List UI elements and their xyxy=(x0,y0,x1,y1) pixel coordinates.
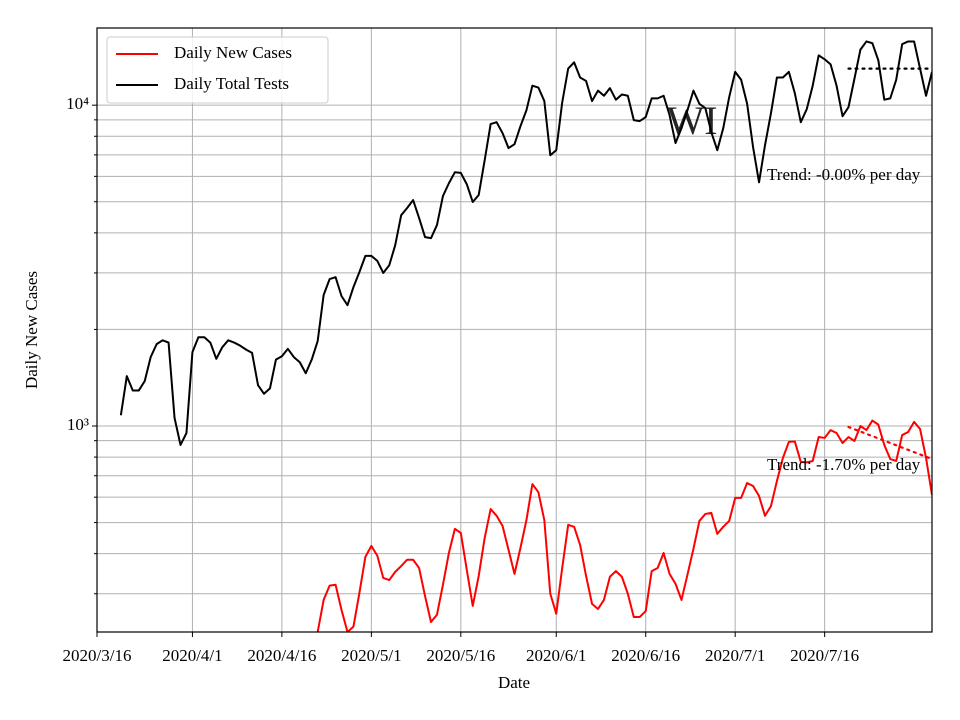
trend-label: Trend: -0.00% per day xyxy=(767,165,921,184)
plot-marks xyxy=(119,40,932,632)
x-tick-label: 2020/7/1 xyxy=(705,646,765,665)
x-tick-label: 2020/6/1 xyxy=(526,646,586,665)
x-tick-label: 2020/3/16 xyxy=(63,646,132,665)
series-line xyxy=(119,40,932,446)
trend-label: Trend: -1.70% per day xyxy=(767,455,921,474)
trend-line xyxy=(847,425,932,461)
legend-box xyxy=(106,36,329,104)
x-tick-label: 2020/6/16 xyxy=(611,646,680,665)
axes: 2020/3/16 2020/4/1 2020/4/16 2020/5/1 2020/5… xyxy=(63,94,860,665)
y-tick-label: 10³ xyxy=(67,415,89,434)
legend: Daily New Cases Daily Total Tests xyxy=(116,43,292,93)
y-axis-label: Daily New Cases xyxy=(22,271,41,389)
y-tick-label: 10⁴ xyxy=(66,94,89,113)
x-axis-label: Date xyxy=(498,673,530,692)
x-tick-label: 2020/5/16 xyxy=(426,646,495,665)
x-tick-label: 2020/5/1 xyxy=(341,646,401,665)
plot-frame xyxy=(96,27,933,633)
grid xyxy=(96,28,932,632)
x-tick-label: 2020/7/16 xyxy=(790,646,859,665)
x-tick-label: 2020/4/1 xyxy=(162,646,222,665)
series-line xyxy=(316,419,932,632)
legend-label: Daily New Cases xyxy=(174,43,292,62)
x-tick-label: 2020/4/16 xyxy=(247,646,316,665)
legend-label: Daily Total Tests xyxy=(174,74,289,93)
